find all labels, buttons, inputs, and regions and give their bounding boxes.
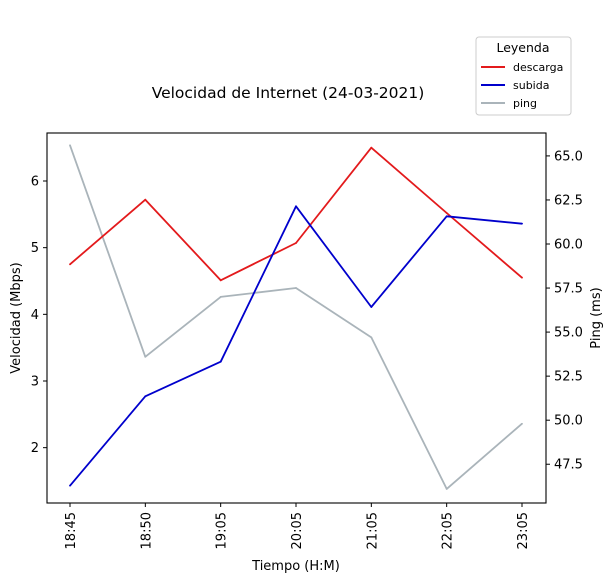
chart-title: Velocidad de Internet (24-03-2021): [152, 84, 425, 102]
data-point-descarga: [521, 276, 523, 279]
left-y-axis-ticks: 2 3 4 5 6: [31, 175, 47, 456]
x-tick-label: 18:50: [139, 512, 154, 549]
right-y-tick-label: 57.5: [554, 282, 583, 297]
legend-box: [475, 36, 572, 116]
right-y-tick-label: 62.5: [554, 193, 583, 208]
data-point-subida: [445, 215, 448, 218]
legend-label-descarga: descarga: [513, 61, 563, 74]
x-tick-label: 22:05: [441, 512, 456, 549]
legend: Leyenda descarga subida ping: [475, 36, 572, 116]
legend-label-subida: subida: [513, 79, 549, 92]
legend-items: descarga subida ping: [481, 61, 563, 110]
left-y-tick-label: 5: [31, 241, 39, 256]
data-point-ping: [445, 488, 448, 490]
left-y-tick-label: 4: [31, 308, 39, 323]
x-tick-label: 18:45: [64, 512, 79, 549]
x-axis-label: Tiempo (H:M): [251, 559, 340, 574]
right-y-tick-label: 65.0: [554, 149, 583, 164]
data-point-descarga: [144, 198, 147, 201]
data-point-ping: [370, 336, 373, 339]
plot-lines: [69, 144, 523, 490]
data-point-subida: [370, 306, 373, 308]
data-point-ping: [295, 287, 297, 289]
data-point-subida: [521, 222, 523, 225]
data-point-ping: [69, 144, 71, 147]
x-axis-ticks: 18:45 18:50 19:05 20:05 21:05 22:05 23:05: [64, 503, 531, 549]
left-y-tick-label: 6: [31, 175, 39, 190]
legend-title: Leyenda: [496, 40, 549, 55]
x-tick-label: 19:05: [215, 512, 230, 549]
right-y-tick-label: 55.0: [554, 326, 583, 341]
right-y-tick-label: 50.0: [554, 414, 583, 429]
data-point-descarga: [219, 279, 222, 282]
left-y-axis-label: Velocidad (Mbps): [9, 262, 24, 373]
data-point-subida: [69, 484, 71, 487]
x-tick-label: 20:05: [290, 512, 305, 549]
data-point-descarga: [370, 146, 373, 149]
data-point-subida: [295, 205, 297, 208]
left-y-tick-label: 2: [31, 441, 39, 456]
right-y-axis-ticks: 47.5 50.0 52.5 55.0 57.5 60.0 62.5 65.0: [546, 149, 583, 473]
data-point-subida: [144, 395, 147, 398]
right-y-tick-label: 52.5: [554, 370, 583, 385]
x-tick-label: 21:05: [365, 512, 380, 549]
left-y-tick-label: 3: [31, 375, 39, 390]
data-point-ping: [144, 355, 147, 358]
right-y-tick-label: 60.0: [554, 238, 583, 253]
legend-label-ping: ping: [513, 97, 537, 110]
x-tick-label: 23:05: [516, 512, 531, 549]
data-point-subida: [219, 360, 222, 363]
data-point-descarga: [445, 212, 448, 214]
right-y-axis-label: Ping (ms): [589, 287, 604, 348]
data-point-ping: [219, 295, 222, 298]
data-point-ping: [521, 422, 523, 425]
right-y-tick-label: 47.5: [554, 458, 583, 473]
data-point-descarga: [295, 242, 297, 244]
data-point-descarga: [69, 263, 71, 266]
